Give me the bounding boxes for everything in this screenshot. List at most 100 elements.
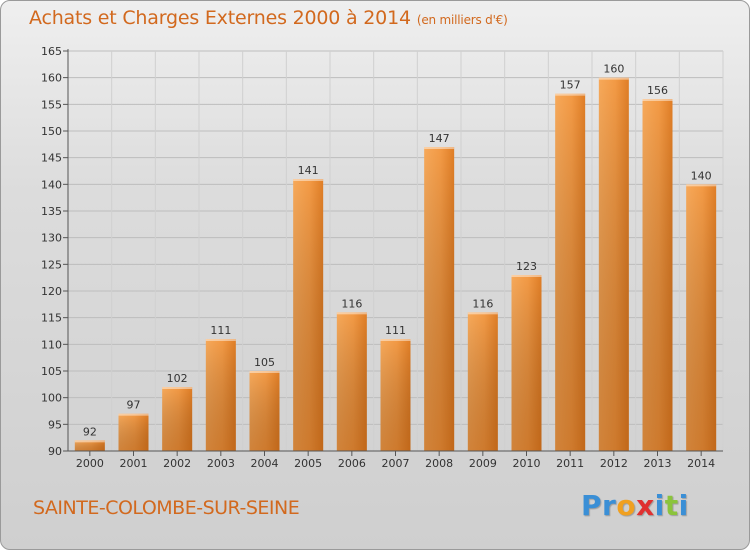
y-tick-label: 155 (41, 98, 62, 111)
bar-2007 (380, 339, 411, 451)
data-label: 140 (691, 169, 712, 182)
logo-letter: x (636, 489, 655, 522)
y-tick-label: 125 (41, 258, 62, 271)
logo-letter: o (616, 489, 637, 522)
x-tick-label: 2009 (469, 457, 497, 470)
bars (74, 77, 717, 452)
labels: 90 95 100 105 110 115 120 125 130 135 140 145 150 155… (41, 45, 715, 470)
proxiti-logo: Proxiti (581, 489, 689, 522)
bar-highlight (249, 371, 280, 373)
x-tick-label: 2012 (600, 457, 628, 470)
data-label: 123 (516, 260, 537, 273)
data-label: 105 (254, 356, 275, 369)
bar-2013 (642, 99, 673, 451)
bar-shade (162, 387, 193, 451)
bar-2014 (686, 184, 717, 452)
data-label: 92 (83, 425, 97, 438)
chart-title-text: Achats et Charges Externes 2000 à 2014 (29, 7, 411, 29)
y-tick-label: 95 (48, 418, 62, 431)
y-tick-label: 130 (41, 232, 62, 245)
logo-letter: i (654, 489, 665, 522)
logo-letter: t (664, 489, 679, 522)
data-label: 111 (385, 324, 406, 337)
data-label: 116 (341, 297, 362, 310)
bar-highlight (380, 339, 411, 341)
logo-letter: i (678, 489, 689, 522)
data-label: 102 (167, 372, 188, 385)
y-tick-label: 120 (41, 285, 62, 298)
bar-shade (74, 440, 105, 451)
x-tick-label: 2000 (76, 457, 104, 470)
y-tick-label: 100 (41, 392, 62, 405)
y-tick-label: 140 (41, 178, 62, 191)
bar-2003 (205, 339, 236, 451)
bar-highlight (467, 312, 498, 315)
axes (63, 49, 723, 456)
bar-shade (336, 312, 367, 451)
bar-shade (380, 339, 411, 451)
bar-highlight (642, 99, 673, 101)
bar-shade (642, 99, 673, 451)
bar-shade (598, 77, 629, 452)
y-tick-label: 110 (41, 338, 62, 351)
data-label: 97 (127, 399, 141, 412)
x-tick-label: 2005 (294, 457, 322, 470)
data-label: 111 (210, 324, 231, 337)
bar-shade (118, 413, 149, 451)
bar-2006 (336, 312, 367, 451)
bar-shade (205, 339, 236, 451)
bar-highlight (598, 77, 629, 80)
chart-subtitle: (en milliers d'€) (416, 13, 508, 27)
x-tick-label: 2006 (338, 457, 366, 470)
x-tick-label: 2010 (513, 457, 541, 470)
y-tick-label: 145 (41, 152, 62, 165)
x-tick-label: 2013 (644, 457, 672, 470)
bar-highlight (336, 312, 367, 315)
bar-2008 (424, 147, 455, 451)
data-label: 116 (472, 297, 493, 310)
bar-shade (293, 179, 324, 451)
bar-shade (467, 312, 498, 451)
bar-highlight (424, 147, 455, 149)
bar-2002 (162, 387, 193, 451)
x-tick-label: 2007 (382, 457, 410, 470)
y-tick-label: 90 (48, 445, 62, 458)
data-label: 141 (298, 164, 319, 177)
bar-shade (511, 275, 542, 451)
bar-2001 (118, 413, 149, 451)
y-tick-label: 160 (41, 72, 62, 85)
bar-2000 (74, 440, 105, 451)
logo-letter: P (581, 489, 603, 522)
bar-2009 (467, 312, 498, 451)
bar-highlight (118, 413, 149, 416)
data-label: 156 (647, 84, 668, 97)
bar-highlight (293, 179, 324, 181)
bar-shade (424, 147, 455, 451)
y-tick-label: 135 (41, 205, 62, 218)
x-tick-label: 2003 (207, 457, 235, 470)
bar-2011 (555, 93, 586, 452)
logo-letter: r (602, 489, 617, 522)
x-tick-label: 2011 (556, 457, 584, 470)
y-tick-label: 165 (41, 45, 62, 58)
bar-highlight (686, 184, 717, 187)
bar-shade (686, 184, 717, 452)
data-label: 157 (560, 79, 581, 92)
data-label: 160 (603, 63, 624, 76)
x-tick-label: 2004 (251, 457, 279, 470)
bar-shade (249, 371, 280, 451)
y-tick-label: 115 (41, 312, 62, 325)
x-tick-label: 2008 (425, 457, 453, 470)
bar-2004 (249, 371, 280, 451)
bar-2005 (293, 179, 324, 451)
bar-highlight (162, 387, 193, 389)
x-tick-label: 2014 (687, 457, 715, 470)
data-label: 147 (429, 132, 450, 145)
commune-name: SAINTE-COLOMBE-SUR-SEINE (33, 497, 300, 519)
bar-shade (555, 93, 586, 452)
x-tick-label: 2001 (120, 457, 148, 470)
bar-highlight (555, 93, 586, 96)
bar-highlight (205, 339, 236, 341)
